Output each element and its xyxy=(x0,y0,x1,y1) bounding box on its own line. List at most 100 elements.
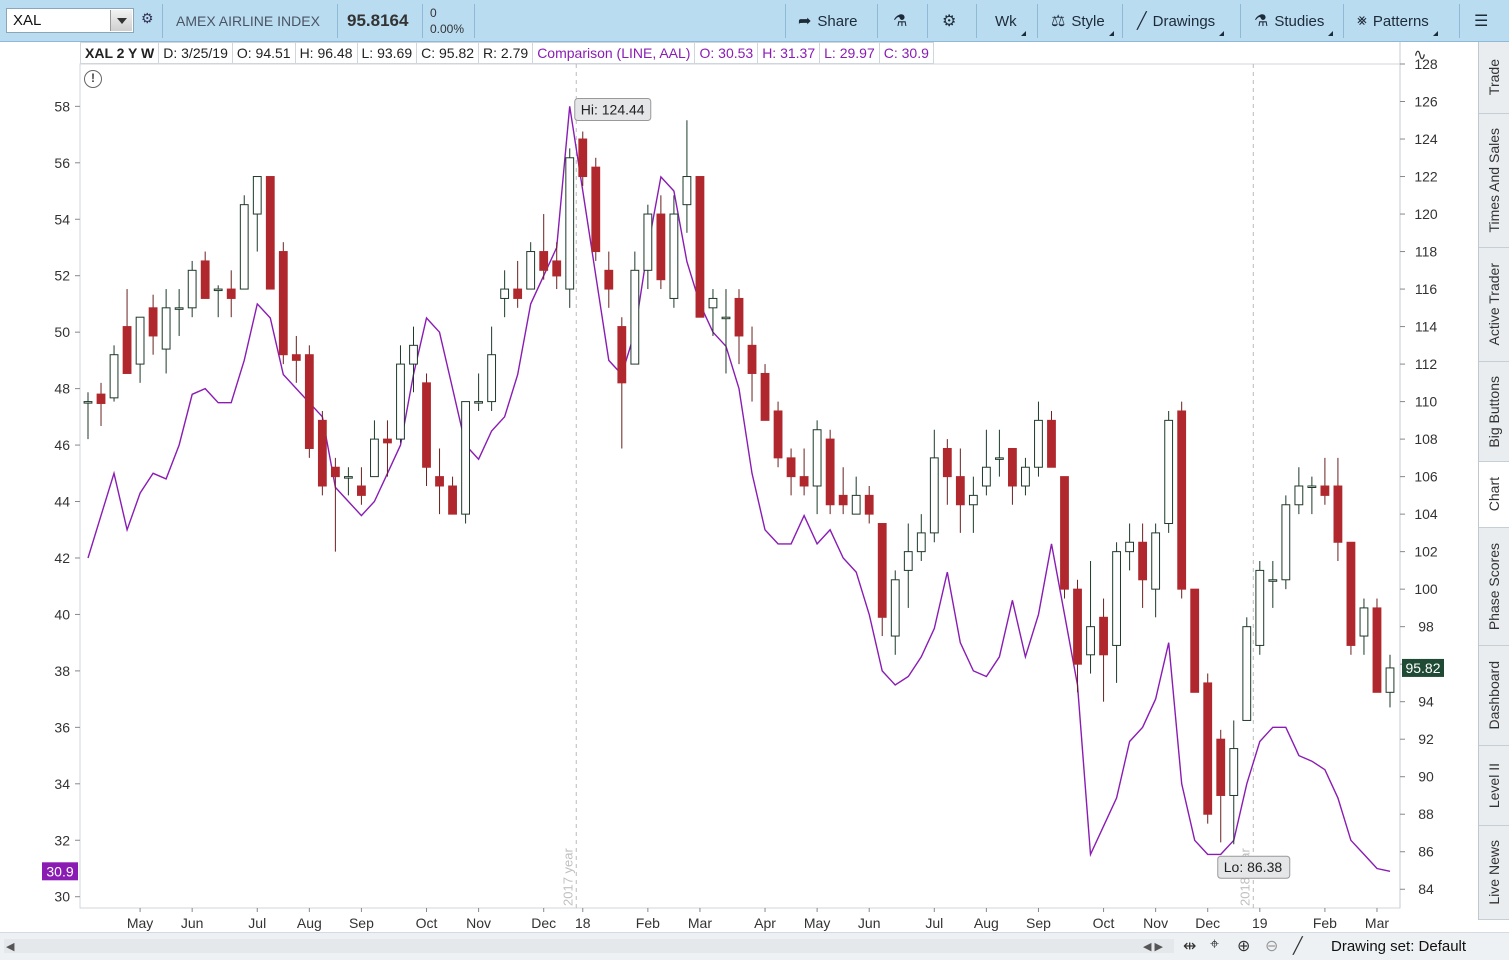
price-chart[interactable]: 8486889092949698100102104106108110112114… xyxy=(0,42,1478,932)
candle-body[interactable] xyxy=(773,410,783,459)
candle-body[interactable] xyxy=(864,494,874,515)
candle-body[interactable] xyxy=(591,166,601,253)
symbol-dropdown-button[interactable] xyxy=(110,10,132,31)
candle-body[interactable] xyxy=(760,372,770,421)
candle-body[interactable] xyxy=(435,476,444,487)
candle-body[interactable] xyxy=(1229,748,1239,796)
candle-body[interactable] xyxy=(1203,682,1213,815)
candle-body[interactable] xyxy=(539,251,549,271)
candle-body[interactable] xyxy=(1281,504,1291,581)
symbol-input[interactable]: XAL xyxy=(6,8,134,33)
candle-body[interactable] xyxy=(1346,541,1356,646)
candle-body[interactable] xyxy=(1216,738,1226,796)
candle-body[interactable] xyxy=(643,213,653,271)
candle-body[interactable] xyxy=(825,438,835,506)
drawing-tool-icon[interactable]: ╱ xyxy=(1293,938,1303,955)
candle-body[interactable] xyxy=(1242,626,1252,721)
drawings-button[interactable]: ╱ Drawings xyxy=(1137,8,1225,36)
candle-body[interactable] xyxy=(1333,485,1343,543)
candle-body[interactable] xyxy=(370,438,379,478)
candle-body[interactable] xyxy=(500,288,510,299)
candle-body[interactable] xyxy=(187,269,197,309)
candle-body[interactable] xyxy=(1190,588,1200,693)
candle-body[interactable] xyxy=(200,260,210,299)
candle-body[interactable] xyxy=(422,382,431,468)
candle-body[interactable] xyxy=(83,401,93,404)
candle-body[interactable] xyxy=(1125,541,1135,553)
candle-body[interactable] xyxy=(461,401,470,515)
candle-body[interactable] xyxy=(877,523,887,618)
candle-body[interactable] xyxy=(721,316,731,320)
candle-body[interactable] xyxy=(148,307,158,337)
candle-body[interactable] xyxy=(1151,532,1161,590)
candle-body[interactable] xyxy=(1372,607,1382,693)
candle-body[interactable] xyxy=(1112,551,1121,646)
candle-body[interactable] xyxy=(239,204,249,290)
candle-body[interactable] xyxy=(552,260,562,277)
candle-body[interactable] xyxy=(903,551,913,571)
chart-title[interactable]: XAL 2 Y W xyxy=(80,42,160,64)
candle-body[interactable] xyxy=(1320,485,1330,496)
candle-body[interactable] xyxy=(812,429,822,487)
candle-body[interactable] xyxy=(708,297,718,309)
candle-body[interactable] xyxy=(851,494,861,515)
timeframe-button[interactable]: Wk xyxy=(995,8,1026,36)
candle-body[interactable] xyxy=(682,176,692,206)
candle-body[interactable] xyxy=(304,354,314,449)
candle-body[interactable] xyxy=(1034,419,1043,468)
candle-body[interactable] xyxy=(487,354,497,403)
link-icon[interactable]: ⚙ xyxy=(141,10,154,26)
candle-body[interactable] xyxy=(656,213,666,281)
comparison-label[interactable]: Comparison (LINE, AAL) xyxy=(533,42,696,64)
drawing-set-label[interactable]: Drawing set: Default xyxy=(1331,938,1467,955)
candle-body[interactable] xyxy=(1307,485,1317,488)
candle-body[interactable] xyxy=(838,494,848,506)
candle-body[interactable] xyxy=(799,476,809,487)
tab-trade[interactable]: Trade xyxy=(1479,42,1509,114)
candle-body[interactable] xyxy=(161,307,171,350)
crosshair-icon[interactable]: ⌖ xyxy=(1210,936,1220,953)
scroll-nav-icon[interactable]: ◀ ▶ xyxy=(1143,941,1163,953)
style-button[interactable]: ⚖ Style xyxy=(1051,8,1114,36)
candle-body[interactable] xyxy=(1008,447,1017,487)
scale-icon[interactable]: ∿ xyxy=(1413,45,1426,64)
candle-body[interactable] xyxy=(291,354,301,361)
studies-button[interactable]: ⚗ Studies xyxy=(1254,8,1334,36)
candle-body[interactable] xyxy=(343,476,353,479)
candle-body[interactable] xyxy=(226,288,236,299)
candle-body[interactable] xyxy=(734,297,744,337)
candle-body[interactable] xyxy=(396,363,405,440)
candle-body[interactable] xyxy=(409,344,418,365)
candle-body[interactable] xyxy=(526,251,536,290)
zoom-out-icon[interactable]: ⊖ xyxy=(1265,938,1279,955)
candle-body[interactable] xyxy=(1359,607,1369,637)
candle-body[interactable] xyxy=(578,138,588,178)
candle-body[interactable] xyxy=(1021,466,1030,487)
candle-body[interactable] xyxy=(630,269,640,365)
candle-body[interactable] xyxy=(968,494,978,506)
candle-body[interactable] xyxy=(955,476,965,506)
tab-level-ii[interactable]: Level II xyxy=(1479,746,1509,826)
candle-body[interactable] xyxy=(513,288,523,299)
candle-body[interactable] xyxy=(1099,616,1108,656)
candle-body[interactable] xyxy=(994,457,1004,460)
candle-body[interactable] xyxy=(383,438,392,444)
tab-big-buttons[interactable]: Big Buttons xyxy=(1479,362,1509,462)
candle-body[interactable] xyxy=(1255,569,1265,646)
candle-body[interactable] xyxy=(278,251,288,356)
candle-body[interactable] xyxy=(1086,626,1095,656)
candle-body[interactable] xyxy=(669,213,679,299)
candle-body[interactable] xyxy=(1073,588,1082,665)
scroll-left-icon[interactable]: ◀ xyxy=(6,941,15,953)
candle-body[interactable] xyxy=(1047,419,1056,468)
candle-body[interactable] xyxy=(916,532,926,553)
tab-chart[interactable]: Chart xyxy=(1479,462,1509,528)
alert-icon[interactable]: ! xyxy=(84,70,102,88)
candle-body[interactable] xyxy=(252,176,262,215)
candle-body[interactable] xyxy=(1294,485,1304,506)
candle-body[interactable] xyxy=(929,457,939,534)
tab-phase-scores[interactable]: Phase Scores xyxy=(1479,528,1509,646)
tab-live-news[interactable]: Live News xyxy=(1479,826,1509,920)
settings-button[interactable]: ⚙ xyxy=(942,8,956,34)
candle-body[interactable] xyxy=(1138,541,1148,581)
